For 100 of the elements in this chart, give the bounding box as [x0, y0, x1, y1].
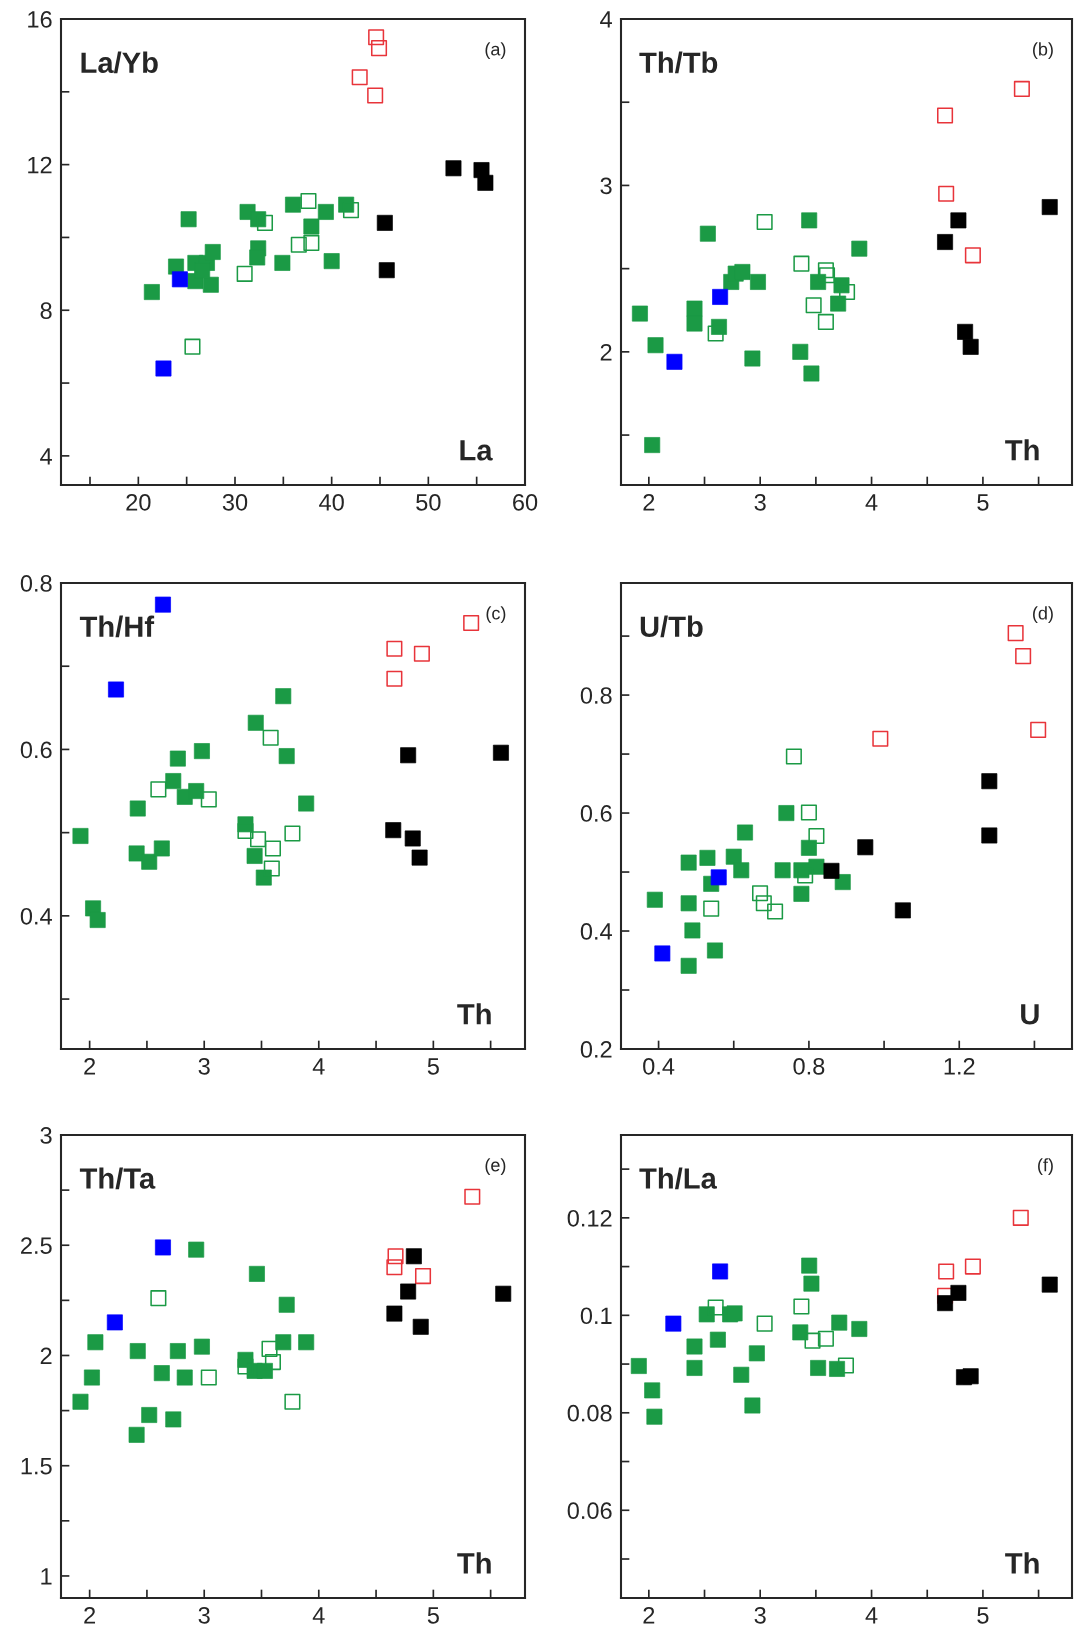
x-tick-label: 3	[754, 493, 766, 511]
x-tick-label: 4	[865, 494, 878, 511]
point	[1007, 625, 1024, 642]
y-tick-label: 2	[40, 1347, 52, 1365]
point	[793, 1298, 810, 1315]
point	[368, 29, 385, 46]
point	[261, 1340, 278, 1357]
y-tick-label: 0.06	[567, 1502, 612, 1520]
point	[262, 729, 279, 746]
x-axis-title: U	[1021, 1004, 1039, 1025]
annotation: (d)	[1033, 606, 1053, 624]
point	[964, 247, 981, 264]
point	[837, 1357, 854, 1374]
x-tick-label: 20	[126, 493, 151, 511]
y-tick-label: 0.08	[567, 1404, 612, 1422]
y-tick-label: 4	[40, 448, 52, 465]
annotation: (f)	[1038, 1158, 1053, 1175]
point	[150, 781, 167, 798]
point	[200, 791, 217, 808]
point	[256, 214, 274, 231]
x-axis-title: La	[460, 440, 493, 461]
point	[463, 614, 480, 631]
point	[386, 1259, 403, 1276]
point	[1013, 80, 1030, 97]
point	[756, 213, 773, 231]
point	[703, 900, 720, 917]
annotation: (b)	[1033, 42, 1053, 60]
point	[785, 748, 802, 765]
point	[793, 255, 810, 272]
x-tick-label: 5	[427, 1058, 439, 1075]
x-tick-label: 30	[222, 493, 248, 511]
y-tick-label: 0.2	[580, 1041, 612, 1058]
point	[872, 730, 889, 747]
y-tick-label: 0.8	[580, 687, 612, 704]
point	[264, 1354, 281, 1371]
point	[938, 185, 955, 202]
x-tick-label: 4	[312, 1607, 325, 1624]
point	[755, 895, 772, 912]
annotation: (e)	[485, 1158, 506, 1175]
y-tick-label: 12	[28, 156, 52, 174]
point	[386, 640, 403, 657]
x-tick-label: 3	[198, 1057, 210, 1075]
annotation: (c)	[486, 606, 506, 624]
point	[805, 297, 822, 314]
x-tick-label: 2	[84, 1606, 96, 1624]
point	[804, 1332, 821, 1349]
point	[237, 1358, 254, 1375]
point	[150, 1290, 167, 1307]
y-axis-title: La/Yb	[81, 51, 158, 74]
x-tick-label: 2	[643, 493, 655, 511]
y-tick-label: 3	[40, 1127, 52, 1144]
y-tick-label: 2.5	[21, 1237, 52, 1255]
point	[707, 325, 724, 342]
y-axis-title: Th/Hf	[79, 615, 155, 638]
point	[351, 69, 368, 86]
y-tick-label: 1.5	[21, 1458, 52, 1475]
point	[414, 1268, 432, 1285]
y-tick-label: 0.8	[20, 575, 52, 592]
point	[300, 192, 317, 210]
x-tick-label: 2	[84, 1057, 96, 1075]
x-tick-label: 1.2	[944, 1057, 975, 1075]
x-tick-label: 3	[198, 1606, 210, 1624]
point	[1012, 1209, 1029, 1226]
point	[800, 804, 817, 821]
point	[184, 338, 201, 355]
x-tick-label: 0.4	[643, 1057, 675, 1075]
point	[464, 1188, 481, 1205]
y-tick-label: 0.4	[580, 923, 612, 940]
x-tick-label: 4	[312, 1058, 325, 1075]
y-tick-label: 0.12	[567, 1209, 612, 1227]
y-tick-label: 0.1	[580, 1307, 612, 1325]
point	[937, 107, 954, 124]
point	[303, 234, 320, 251]
x-tick-label: 2	[643, 1606, 655, 1624]
point	[386, 670, 403, 687]
y-tick-label: 0.6	[20, 741, 52, 759]
point	[817, 313, 834, 330]
y-tick-label: 3	[600, 177, 612, 195]
point	[367, 87, 384, 104]
y-tick-label: 16	[28, 11, 52, 28]
point	[1015, 648, 1032, 665]
point	[370, 40, 388, 57]
y-axis-title: U/Tb	[640, 615, 703, 638]
point	[200, 1369, 217, 1386]
y-tick-label: 8	[40, 302, 52, 320]
x-tick-label: 3	[754, 1606, 766, 1624]
point	[342, 202, 360, 219]
point	[938, 1263, 955, 1280]
x-axis-title: Th	[457, 1003, 491, 1025]
x-tick-label: 60	[513, 493, 538, 511]
point	[413, 645, 430, 662]
y-tick-label: 0.4	[20, 907, 52, 925]
point	[818, 267, 836, 284]
point	[752, 885, 769, 902]
x-axis-title: Th	[457, 1552, 491, 1574]
point	[808, 828, 825, 845]
x-tick-label: 4	[865, 1607, 878, 1624]
y-tick-label: 2	[600, 343, 612, 361]
x-axis-title: Th	[1005, 439, 1039, 461]
point	[817, 262, 834, 279]
